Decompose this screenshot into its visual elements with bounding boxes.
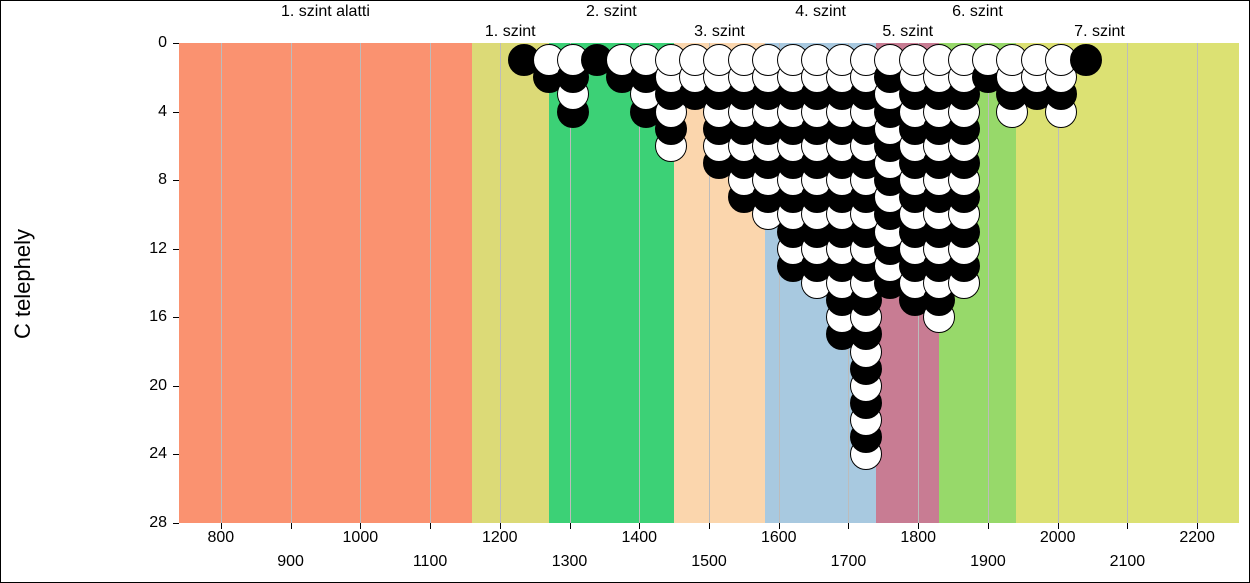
y-tick (173, 112, 179, 113)
gridline (291, 43, 292, 523)
x-tick-label: 2200 (1179, 529, 1215, 547)
x-tick-label: 1900 (970, 553, 1006, 571)
y-tick-label: 28 (149, 514, 167, 532)
x-tick (291, 523, 292, 529)
gridline (500, 43, 501, 523)
gridline (360, 43, 361, 523)
color-band (472, 43, 549, 523)
y-tick (173, 523, 179, 524)
x-tick-label: 1100 (413, 553, 447, 571)
level-label: 5. szint (882, 23, 933, 41)
data-marker (1070, 44, 1102, 76)
level-label: 3. szint (694, 23, 745, 41)
gridline (1197, 43, 1198, 523)
x-tick (1127, 523, 1128, 529)
y-tick-label: 16 (149, 308, 167, 326)
x-tick-label: 1700 (831, 553, 867, 571)
gridline (221, 43, 222, 523)
x-tick-label: 800 (207, 529, 234, 547)
x-tick (988, 523, 989, 529)
level-label: 4. szint (795, 3, 846, 21)
y-tick-label: 20 (149, 377, 167, 395)
plot-area (179, 43, 1239, 523)
y-tick-label: 12 (149, 240, 167, 258)
gridline (988, 43, 989, 523)
x-tick-label: 1300 (552, 553, 588, 571)
x-tick-label: 2000 (1040, 529, 1076, 547)
x-tick-label: 1200 (482, 529, 518, 547)
y-tick-label: 0 (158, 34, 167, 52)
y-tick (173, 180, 179, 181)
level-label: 7. szint (1074, 23, 1125, 41)
y-tick (173, 454, 179, 455)
gridline (1127, 43, 1128, 523)
x-tick-label: 1500 (691, 553, 727, 571)
x-tick (709, 523, 710, 529)
x-tick-label: 1600 (761, 529, 797, 547)
y-tick-label: 24 (149, 445, 167, 463)
y-tick (173, 386, 179, 387)
level-label: 1. szint alatti (281, 3, 370, 21)
x-tick-label: 1400 (621, 529, 657, 547)
color-band (179, 43, 472, 523)
y-tick (173, 317, 179, 318)
x-tick-label: 2100 (1110, 553, 1146, 571)
y-tick-label: 4 (158, 103, 167, 121)
y-tick (173, 249, 179, 250)
x-tick-label: 900 (277, 553, 304, 571)
x-tick (430, 523, 431, 529)
x-tick-label: 1000 (343, 529, 379, 547)
level-label: 2. szint (586, 3, 637, 21)
y-tick (173, 43, 179, 44)
x-tick (570, 523, 571, 529)
y-tick-label: 8 (158, 171, 167, 189)
x-tick (848, 523, 849, 529)
x-tick-label: 1800 (900, 529, 936, 547)
chart-frame: 0 4 8 12 16 20 24 28 800 1000 1200 1400 1600 1800 2000… (0, 0, 1250, 583)
gridline (430, 43, 431, 523)
y-axis-label: C telephely (10, 184, 36, 384)
level-label: 1. szint (485, 23, 536, 41)
level-label: 6. szint (952, 3, 1003, 21)
